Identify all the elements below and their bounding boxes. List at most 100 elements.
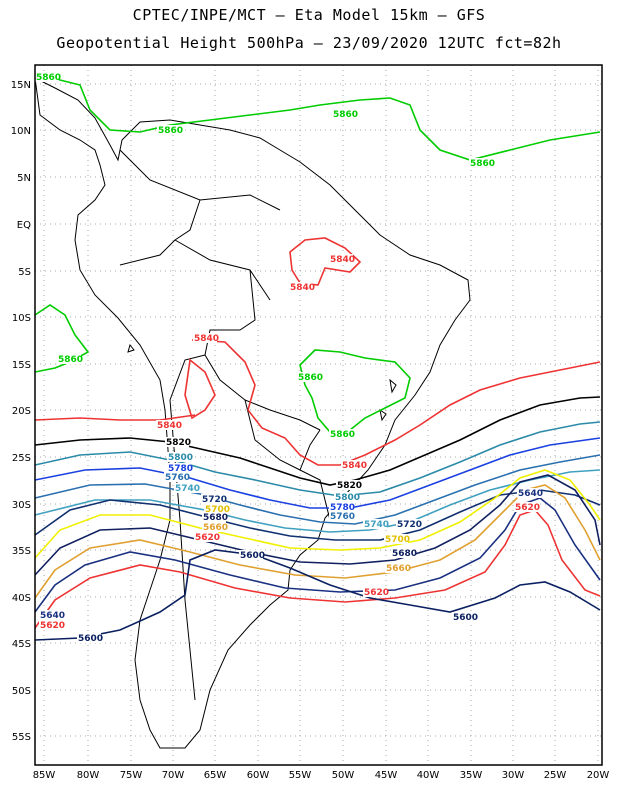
chart-subtitle: Geopotential Height 500hPa – 23/09/2020 … (56, 34, 562, 52)
contour-label-5860: 5860 (470, 159, 495, 169)
contour-label-bg (363, 519, 387, 529)
contour-label-5860: 5860 (36, 73, 61, 83)
contour-label-5620: 5620 (195, 533, 220, 543)
contour-label-bg (202, 522, 226, 532)
contour-label-bg (336, 480, 360, 490)
chart-title: CPTEC/INPE/MCT – Eta Model 15km – GFS (132, 6, 486, 24)
latitude-tick-label: 10N (11, 126, 31, 137)
contour-label-5800: 5800 (168, 453, 193, 463)
contour-label-bg (452, 612, 476, 622)
latitude-tick-label: 30S (12, 500, 31, 511)
contour-5620 (34, 509, 601, 629)
contour-label-5780: 5780 (168, 464, 193, 474)
longitude-tick-label: 65W (204, 770, 227, 781)
contour-label-bg (363, 587, 387, 597)
contour-layer (34, 77, 601, 641)
latitude-tick-label: EQ (17, 220, 31, 231)
contour-label-5660: 5660 (386, 564, 411, 574)
latitude-tick-label: 50S (12, 686, 31, 697)
contour-label-5620: 5620 (515, 503, 540, 513)
longitude-tick-label: 30W (502, 770, 525, 781)
contour-label-5640: 5640 (518, 489, 543, 499)
longitude-tick-label: 35W (460, 770, 483, 781)
contour-label-5860: 5860 (58, 355, 83, 365)
contour-label-bg (39, 610, 63, 620)
contour-label-bg (297, 372, 321, 382)
contour-label-5600: 5600 (453, 613, 478, 623)
contour-label-5760: 5760 (330, 512, 355, 522)
longitude-tick-label: 40W (417, 770, 440, 781)
contour-label-bg (35, 72, 59, 82)
contour-label-bg (194, 532, 218, 542)
map-frame (34, 64, 603, 766)
contour-label-5820: 5820 (337, 481, 362, 491)
contour-label-bg (193, 333, 217, 343)
contour-label-bg (289, 282, 313, 292)
contour-label-5740: 5740 (364, 520, 389, 530)
contour-label-5800: 5800 (335, 493, 360, 503)
contour-label-bg (57, 354, 81, 364)
contour-label-bg (239, 550, 263, 560)
contour-label-5860: 5860 (298, 373, 323, 383)
contour-label-bg (77, 633, 101, 643)
contour-label-bg (201, 494, 225, 504)
contour-label-bg (469, 158, 493, 168)
contour-label-bg (334, 492, 358, 502)
contour-label-bg (391, 548, 415, 558)
longitude-tick-label: 50W (332, 770, 355, 781)
contour-label-bg (329, 429, 353, 439)
latitude-tick-label: 5N (17, 173, 31, 184)
latitude-tick-label: 25S (12, 453, 31, 464)
contour-label-5740: 5740 (175, 484, 200, 494)
latitude-tick-label: 55S (12, 732, 31, 743)
contour-label-5620: 5620 (364, 588, 389, 598)
contour-5860-north (34, 77, 601, 161)
contour-label-5820: 5820 (166, 438, 191, 448)
contour-5600 (34, 549, 601, 641)
contour-label-bg (39, 620, 63, 630)
contour-label-5720: 5720 (202, 495, 227, 505)
contour-label-bg (167, 452, 191, 462)
longitude-tick-label: 80W (77, 770, 100, 781)
latitude-tick-label: 40S (12, 593, 31, 604)
contour-5840-west (34, 414, 196, 421)
coastline-layer (34, 77, 471, 749)
contour-label-bg (329, 511, 353, 521)
longitude-tick-label: 20W (587, 770, 610, 781)
contour-label-5680: 5680 (203, 513, 228, 523)
longitude-tick-label: 60W (247, 770, 270, 781)
contour-5700 (34, 469, 601, 559)
contour-label-bg (517, 488, 541, 498)
contour-5780 (34, 437, 601, 509)
contour-label-bg (174, 483, 198, 493)
contour-label-bg (156, 420, 180, 430)
contour-5860-west (34, 304, 90, 373)
contour-label-5600: 5600 (240, 551, 265, 561)
longitude-tick-label: 25W (544, 770, 567, 781)
contour-label-5660: 5660 (203, 523, 228, 533)
contour-label-5780: 5780 (330, 503, 355, 513)
contour-label-5860: 5860 (333, 110, 358, 120)
longitude-tick-label: 55W (289, 770, 312, 781)
contour-5660 (34, 484, 601, 599)
contour-label-5640: 5640 (40, 611, 65, 621)
contour-label-5600: 5600 (78, 634, 103, 644)
latitude-tick-label: 45S (12, 639, 31, 650)
contour-label-5760: 5760 (165, 473, 190, 483)
contour-label-5700: 5700 (385, 535, 410, 545)
contour-label-5840: 5840 (290, 283, 315, 293)
contour-label-bg (167, 463, 191, 473)
contour-5680 (34, 474, 601, 576)
contour-5860-east-loop (299, 349, 411, 433)
axis-labels: 15N 10N 5N EQ 5S 10S 15S 20S 25S 30S 35S 40S 45S 50S 5… (11, 80, 610, 781)
latitude-tick-label: 15N (11, 80, 31, 91)
contour-label-bg (385, 563, 409, 573)
longitude-tick-label: 70W (162, 770, 185, 781)
longitude-tick-label: 75W (120, 770, 143, 781)
south-america-coastline (34, 77, 471, 749)
latitude-tick-label: 35S (12, 546, 31, 557)
contour-label-5860: 5860 (158, 126, 183, 136)
contour-label-bg (165, 437, 189, 447)
graticule-grid (35, 65, 602, 765)
